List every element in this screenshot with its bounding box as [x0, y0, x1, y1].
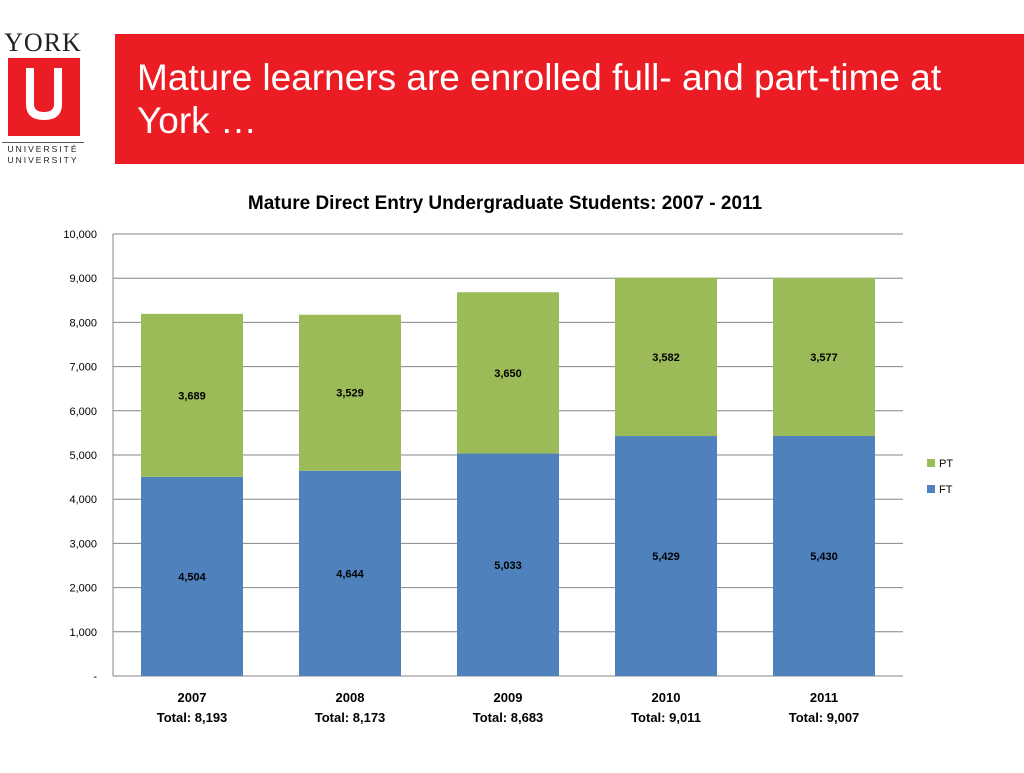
- logo-text-universite: UNIVERSITÉ: [7, 144, 79, 154]
- bar-ft: [141, 476, 243, 676]
- data-label-ft: 4,644: [336, 568, 364, 580]
- y-tick-label: 10,000: [63, 229, 97, 241]
- page-title: Mature learners are enrolled full- and p…: [137, 57, 942, 141]
- x-tick-label: 2011: [810, 690, 838, 705]
- bar-ft: [615, 436, 717, 676]
- y-tick-label: -: [93, 671, 97, 683]
- legend-label-pt: PT: [939, 458, 953, 470]
- y-tick-label: 9,000: [69, 273, 97, 285]
- data-label-ft: 5,033: [494, 560, 522, 572]
- legend-label-ft: FT: [939, 484, 953, 496]
- data-label-ft: 4,504: [178, 571, 206, 583]
- data-label-ft: 5,430: [810, 551, 838, 563]
- logo-text-university: UNIVERSITY: [7, 155, 79, 165]
- data-label-ft: 5,429: [652, 551, 680, 563]
- y-tick-label: 6,000: [69, 406, 97, 418]
- x-tick-sublabel: Total: 8,173: [315, 710, 386, 725]
- x-tick-label: 2009: [494, 690, 523, 705]
- chart-title: Mature Direct Entry Undergraduate Studen…: [248, 193, 763, 214]
- x-tick-sublabel: Total: 9,007: [789, 710, 860, 725]
- x-tick-label: 2010: [652, 690, 681, 705]
- title-banner: Mature learners are enrolled full- and p…: [115, 34, 1024, 164]
- y-tick-label: 5,000: [69, 450, 97, 462]
- y-tick-label: 2,000: [69, 583, 97, 595]
- legend-swatch-ft: [927, 485, 935, 493]
- data-label-pt: 3,529: [336, 388, 364, 400]
- bar-pt: [141, 313, 243, 477]
- bar-ft: [457, 453, 559, 676]
- legend-swatch-pt: [927, 459, 935, 467]
- data-label-pt: 3,689: [178, 390, 206, 402]
- y-tick-label: 8,000: [69, 317, 97, 329]
- y-tick-label: 7,000: [69, 362, 97, 374]
- data-label-pt: 3,582: [652, 352, 680, 364]
- x-tick-label: 2008: [336, 690, 365, 705]
- logo-u-mark: [8, 58, 80, 136]
- data-label-pt: 3,650: [494, 368, 522, 380]
- y-tick-label: 4,000: [69, 494, 97, 506]
- x-tick-sublabel: Total: 8,683: [473, 710, 544, 725]
- bar-pt: [457, 292, 559, 454]
- logo-rule-top: [2, 142, 84, 143]
- x-tick-sublabel: Total: 9,011: [631, 710, 701, 725]
- y-tick-label: 3,000: [69, 538, 97, 550]
- york-university-logo: YORK UNIVERSITÉ UNIVERSITY: [0, 30, 86, 170]
- data-label-pt: 3,577: [810, 352, 838, 364]
- bar-pt: [299, 314, 401, 471]
- y-tick-label: 1,000: [69, 627, 97, 639]
- bar-pt: [615, 277, 717, 437]
- bar-ft: [299, 470, 401, 676]
- logo-wordmark: YORK: [4, 28, 82, 57]
- bar-pt: [773, 277, 875, 436]
- x-tick-sublabel: Total: 8,193: [157, 710, 228, 725]
- bar-ft: [773, 435, 875, 676]
- x-tick-label: 2007: [178, 690, 207, 705]
